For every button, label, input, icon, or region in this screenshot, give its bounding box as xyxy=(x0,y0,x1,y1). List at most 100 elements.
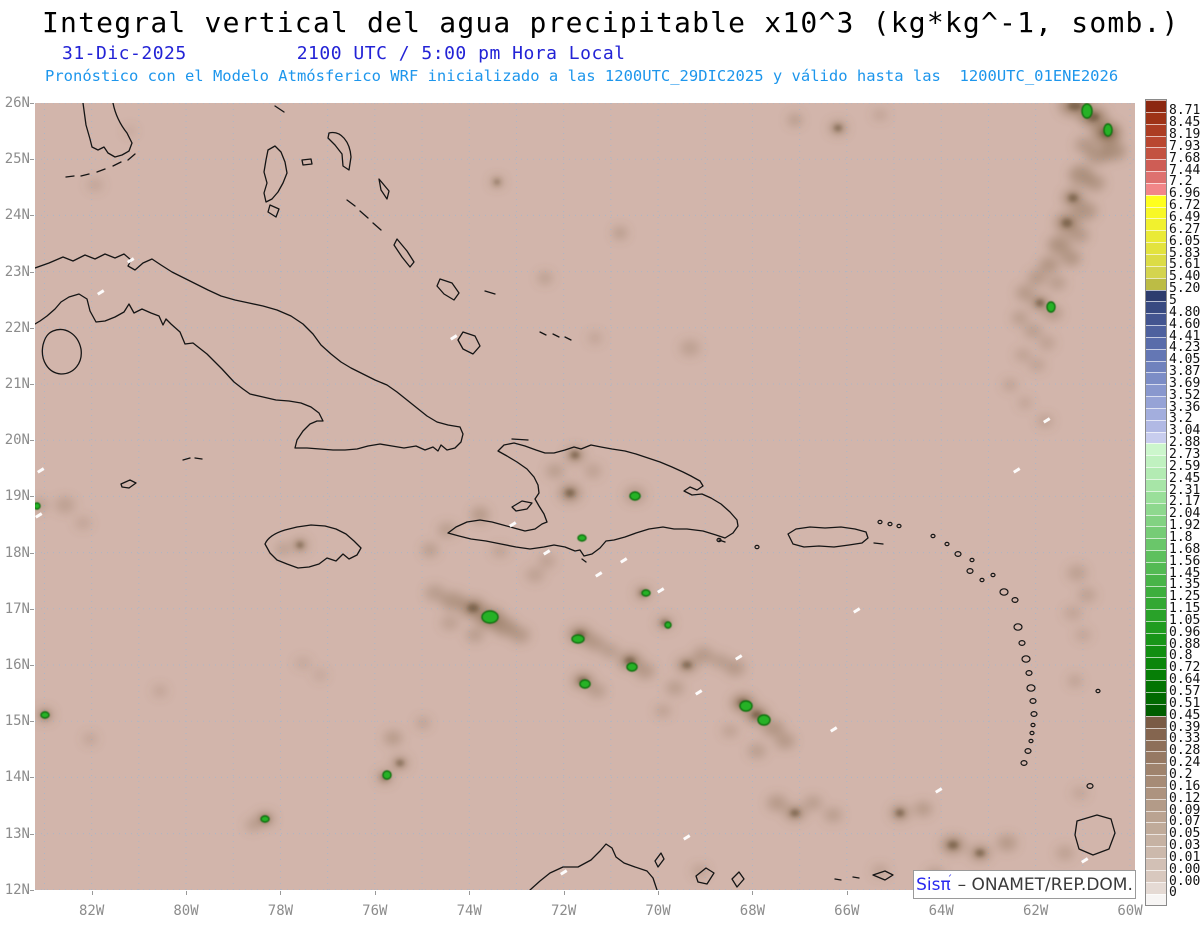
lat-tick-label: 18N xyxy=(4,544,30,561)
colorbar-cell xyxy=(1146,396,1166,408)
colorbar-tick-label: 0.242 xyxy=(1169,755,1200,771)
colorbar-tick-label: 1.152 xyxy=(1169,601,1200,617)
page-title: Integral vertical del agua precipitable … xyxy=(42,6,1180,39)
colorbar-tick-label: 0.45 xyxy=(1169,707,1200,723)
colorbar-tick-label: 4.232 xyxy=(1169,340,1200,356)
coastline-isla-juventud xyxy=(41,328,82,375)
colorbar-cell xyxy=(1146,561,1166,574)
coastline-cayman xyxy=(120,457,203,489)
coastline-hispaniola xyxy=(447,442,739,557)
colorbar-cell xyxy=(1146,443,1166,456)
colorbar-cell xyxy=(1146,846,1166,858)
colorbar-tick-label: 5 xyxy=(1169,292,1177,308)
coastline-venezuela-coast xyxy=(529,843,658,891)
colorbar-tick-label: 0.648 xyxy=(1169,672,1200,688)
colorbar-tick-label: 0.338 xyxy=(1169,731,1200,747)
colorbar-tick-label: 1.25 xyxy=(1169,589,1200,605)
lat-tick xyxy=(30,496,34,498)
lon-tick-label: 74W xyxy=(456,903,482,919)
lon-tick xyxy=(469,891,471,895)
lon-tick-label: 78W xyxy=(267,903,294,919)
lon-tick xyxy=(752,891,754,895)
colorbar-cell xyxy=(1146,704,1166,716)
coastline-new-providence xyxy=(301,158,313,166)
colorbar-cell xyxy=(1146,194,1166,207)
coastline-mayaguana xyxy=(484,290,496,295)
map-svg xyxy=(33,96,1135,891)
colorbar-cell xyxy=(1146,786,1166,799)
coastline-long-island xyxy=(393,238,415,268)
coastline-curacao xyxy=(695,867,715,885)
colorbar-tick-label: 6.498 xyxy=(1169,210,1200,225)
colorbar-cell xyxy=(1146,822,1166,835)
colorbar-cell xyxy=(1146,692,1166,705)
lat-tick xyxy=(30,721,34,723)
colorbar-tick-label: 0.072 xyxy=(1169,814,1200,830)
colorbar-tick-label: 3.872 xyxy=(1169,364,1200,380)
lat-tick-label: 20N xyxy=(4,432,30,449)
colorbar-cell xyxy=(1146,100,1166,112)
colorbar-cell xyxy=(1146,455,1166,468)
coastline-florida-keys xyxy=(65,105,285,178)
colorbar-cell xyxy=(1146,656,1166,669)
lon-tick xyxy=(186,891,188,895)
colorbar-cell xyxy=(1146,573,1166,586)
lat-tick xyxy=(30,665,34,666)
credit-logo: Sisπ´ xyxy=(916,872,953,895)
colorbar xyxy=(1145,99,1167,907)
colorbar-tick-label: 1.682 xyxy=(1169,541,1200,557)
colorbar-cell xyxy=(1146,668,1166,681)
colorbar-tick-label: 2.738 xyxy=(1169,447,1200,462)
colorbar-tick-label: 2.888 xyxy=(1169,435,1200,451)
colorbar-tick-label: 1.458 xyxy=(1169,565,1200,581)
coastline-exuma-cays xyxy=(346,199,382,231)
colorbar-cell xyxy=(1146,893,1166,906)
island-dots xyxy=(716,519,1101,789)
credit-box: Sisπ´ – ONAMET/REP.DOM. xyxy=(913,870,1136,899)
colorbar-tick-label: 1.568 xyxy=(1169,553,1200,569)
lat-tick xyxy=(30,271,34,273)
colorbar-cell xyxy=(1146,739,1166,752)
colorbar-tick-label: 0.578 xyxy=(1169,684,1200,699)
colorbar-tick-label: 3.528 xyxy=(1169,387,1200,403)
colorbar-tick-label: 0.032 xyxy=(1169,838,1200,854)
coastline-puerto-rico xyxy=(787,526,884,548)
map-background xyxy=(35,103,1135,890)
colorbar-tick-label: 5.618 xyxy=(1169,257,1200,273)
colorbar-tick-label: 3.2 xyxy=(1169,411,1193,427)
colorbar-cell xyxy=(1146,372,1166,385)
lat-tick xyxy=(30,384,34,385)
lon-tick-label: 76W xyxy=(362,903,388,919)
colorbar-tick-label: 0 xyxy=(1169,885,1177,901)
colorbar-cell xyxy=(1146,621,1166,633)
lat-tick xyxy=(30,215,34,217)
colorbar-tick-label: 1.922 xyxy=(1169,518,1200,534)
colorbar-cell xyxy=(1146,206,1166,219)
colorbar-tick-label: 0.128 xyxy=(1169,790,1200,806)
colorbar-cell xyxy=(1146,467,1166,479)
colorbar-cell xyxy=(1146,810,1166,823)
colorbar-cell xyxy=(1146,289,1166,302)
colorbar-cell xyxy=(1146,407,1166,420)
coastline-gonave xyxy=(511,500,533,512)
colorbar-tick-label: 8.712 xyxy=(1169,103,1200,119)
colorbar-cell xyxy=(1146,550,1166,562)
coastline-great-inagua xyxy=(457,331,481,355)
coastline-bonaire xyxy=(731,871,745,888)
colorbar-cell xyxy=(1146,727,1166,740)
credit-logo-accent: ´ xyxy=(946,872,953,886)
colorbar-tick-label: 5.202 xyxy=(1169,281,1200,297)
map-area xyxy=(33,96,1135,891)
lat-tick xyxy=(30,608,34,610)
colorbar-cell xyxy=(1146,123,1166,136)
colorbar-cell xyxy=(1146,479,1166,491)
lat-tick xyxy=(30,552,34,554)
lat-tick-label: 19N xyxy=(4,488,30,505)
coastline-margarita xyxy=(834,870,894,881)
lat-tick-label: 12N xyxy=(4,881,30,898)
coastline-jamaica xyxy=(264,524,362,569)
colorbar-tick-label: 6.05 xyxy=(1169,233,1200,249)
lon-tick xyxy=(280,891,282,895)
lon-tick xyxy=(563,891,565,895)
colorbar-cell xyxy=(1146,869,1166,882)
